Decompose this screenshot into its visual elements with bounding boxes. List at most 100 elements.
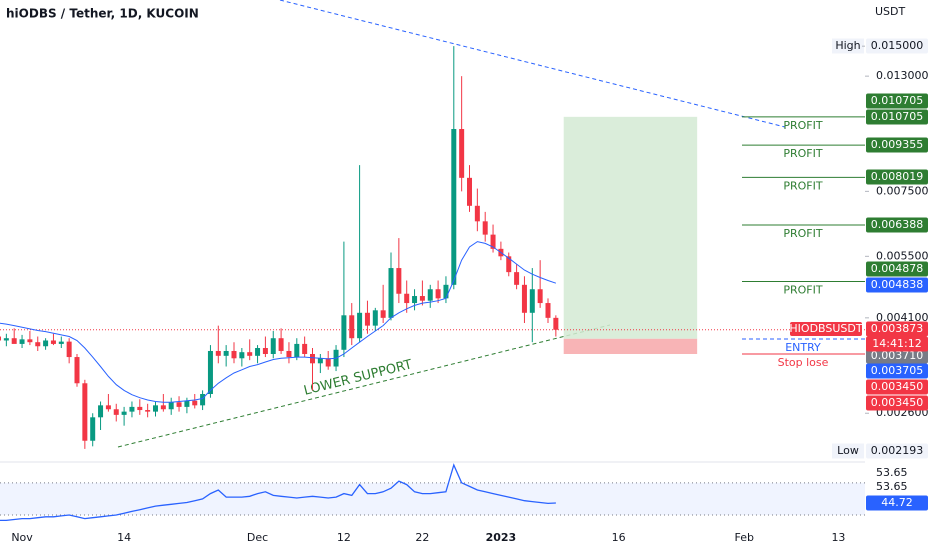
- stop-label-box: [866, 379, 928, 395]
- candle-body: [278, 338, 284, 351]
- candle-body: [90, 417, 96, 441]
- candle-body: [58, 341, 64, 344]
- candle-body: [160, 405, 166, 410]
- candle-body: [302, 343, 308, 354]
- x-tick-label: 16: [612, 531, 626, 544]
- candle-body: [427, 289, 433, 301]
- candle-body: [74, 357, 80, 384]
- level-price-label-box: [866, 395, 928, 411]
- candle-body: [105, 405, 111, 410]
- current-price-label-box: [866, 321, 928, 337]
- symbol-box: [790, 322, 862, 336]
- take-profit-label-box: [866, 109, 928, 125]
- rsi-level-label: 53.65: [876, 466, 908, 479]
- low-tag: Low: [837, 444, 859, 457]
- entry-label: 0.003710: [871, 349, 924, 362]
- candle-body: [474, 205, 480, 222]
- candle-body: [35, 342, 41, 347]
- ma-label-box: [866, 277, 928, 293]
- candle-body: [247, 352, 253, 356]
- candle-body: [200, 394, 206, 406]
- candle-body: [176, 402, 182, 407]
- candle-body: [215, 350, 221, 356]
- level-label: PROFIT: [783, 227, 823, 240]
- level-price-label: 0.003450: [871, 396, 924, 409]
- candle-body: [262, 348, 268, 354]
- loss-zone: [563, 338, 698, 354]
- candle-body: [310, 353, 315, 364]
- level-label: PROFIT: [783, 283, 823, 296]
- low-value: 0.002193: [871, 444, 924, 457]
- candle-body: [184, 400, 190, 407]
- y-tick-label: 0.013000: [876, 69, 929, 82]
- candle-body: [380, 310, 386, 318]
- x-tick-label: 14: [117, 531, 131, 544]
- level-price-label-box: [866, 217, 928, 233]
- level-label: Stop lose: [778, 356, 829, 369]
- candle-body: [113, 409, 119, 415]
- candle-body: [341, 315, 347, 350]
- candle-body: [412, 296, 418, 304]
- candle-body: [459, 129, 465, 178]
- candle-body: [404, 293, 410, 304]
- y-tick-label: 0.004100: [876, 311, 929, 324]
- chart-title: hiODBS / Tether, 1D, KUCOIN: [6, 7, 199, 21]
- symbol-label: HIODBSUSDT: [789, 322, 862, 335]
- level-price-label: 0.006388: [871, 218, 924, 231]
- level-price-label-box: [866, 363, 928, 379]
- y-tick-label: 0.007500: [876, 184, 929, 197]
- high-value-box: [866, 38, 928, 54]
- candle-body: [121, 411, 127, 415]
- candle-body: [372, 310, 378, 326]
- level-label: PROFIT: [783, 119, 823, 132]
- candle-body: [443, 284, 449, 299]
- candle-body: [168, 402, 174, 410]
- candle-body: [129, 406, 135, 412]
- x-tick-label: 22: [415, 531, 429, 544]
- candle-body: [467, 177, 472, 206]
- countdown-label: 14:41:12: [872, 337, 921, 350]
- candle-body: [153, 405, 158, 412]
- candle-body: [286, 350, 292, 358]
- candle-body: [270, 338, 276, 354]
- level-label: PROFIT: [783, 147, 823, 160]
- candle-body: [396, 268, 402, 294]
- candles: [0, 46, 559, 449]
- x-tick-label: 2023: [486, 531, 517, 544]
- rsi-current-label: 44.72: [881, 496, 913, 509]
- rsi-level-label: 53.65: [876, 480, 908, 493]
- resistance-trendline: [279, 0, 786, 128]
- moving-average: [0, 241, 557, 403]
- level-label: ENTRY: [785, 341, 821, 354]
- level-price-label-box: [866, 137, 928, 153]
- candle-body: [451, 129, 457, 285]
- rsi-current-label-box: [866, 495, 928, 511]
- support-trendline: [117, 324, 611, 448]
- candle-body: [223, 350, 229, 356]
- rsi-line: [0, 463, 556, 522]
- axis-unit: USDT: [875, 5, 906, 18]
- candle-body: [294, 343, 300, 358]
- candle-body: [137, 406, 143, 411]
- candle-body: [435, 289, 441, 299]
- candle-body: [325, 358, 331, 367]
- candle-body: [50, 340, 56, 344]
- candle-body: [98, 405, 104, 418]
- level-price-label-box: [866, 93, 928, 109]
- level-price-label-box: [866, 261, 928, 277]
- candle-body: [482, 221, 488, 235]
- candle-body: [349, 315, 355, 339]
- candle-body: [11, 338, 17, 344]
- level-price-label-box: [866, 169, 928, 185]
- candle-body: [231, 350, 237, 359]
- candle-body: [521, 284, 527, 313]
- candle-body: [529, 289, 535, 313]
- x-tick-label: 12: [337, 531, 351, 544]
- high-tag: High: [835, 39, 860, 52]
- candle-body: [27, 339, 33, 343]
- candle-body: [43, 340, 49, 347]
- candle-body: [239, 352, 245, 359]
- x-tick-label: Dec: [247, 531, 268, 544]
- level-price-label: 0.010705: [871, 94, 924, 107]
